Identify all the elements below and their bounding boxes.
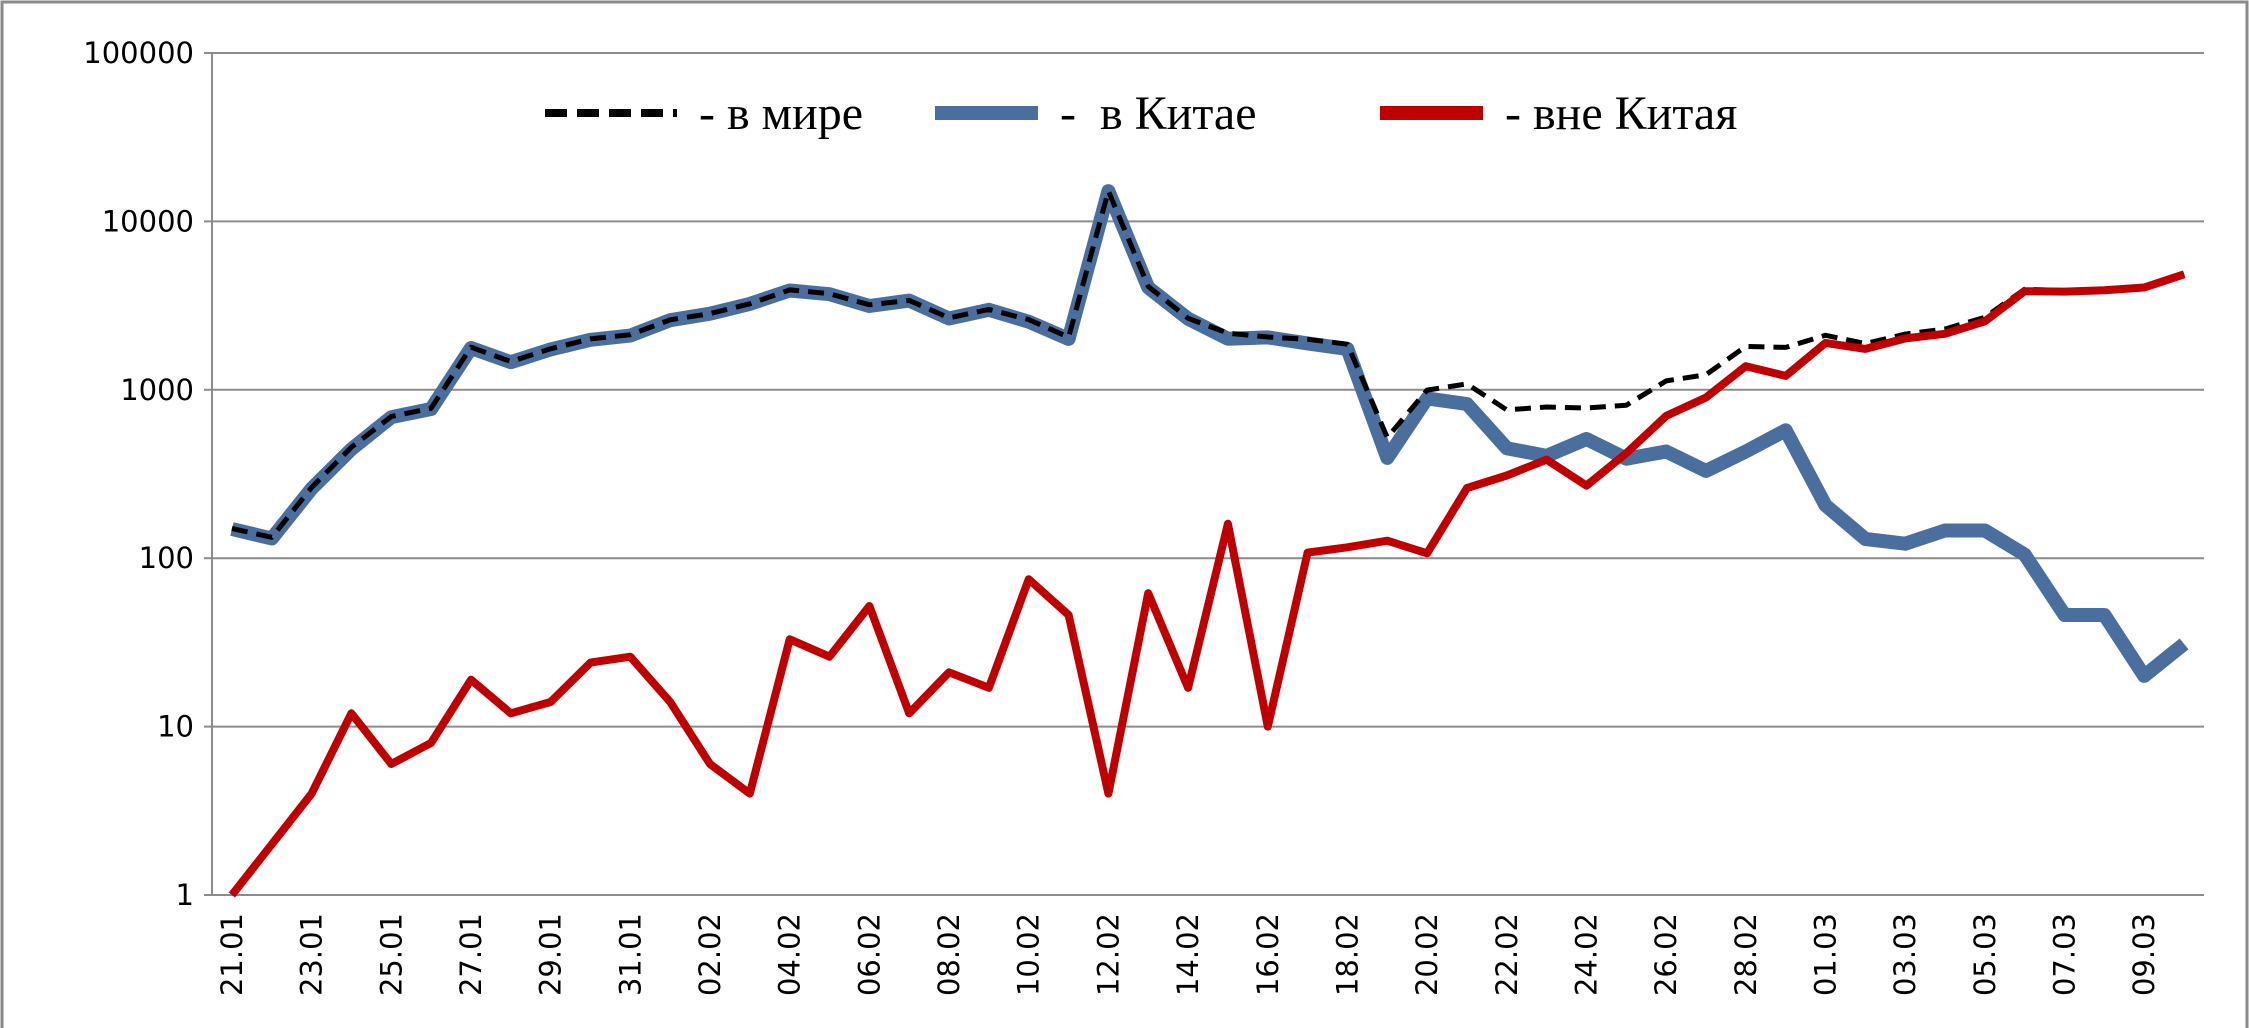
x-tick-label: 10.02 [1012, 913, 1046, 996]
y-tick-label: 100 [139, 541, 194, 575]
x-tick-label: 05.03 [1968, 913, 2002, 996]
series-line [228, 270, 2186, 898]
series-line [230, 184, 2189, 683]
legend-label: - в Китае [1060, 87, 1257, 140]
x-tick-label: 26.02 [1649, 913, 1683, 996]
series-line [231, 188, 2185, 540]
legend-label: - в мире [699, 87, 863, 140]
x-tick-label: 22.02 [1490, 913, 1524, 996]
x-tick-label: 09.03 [2127, 913, 2161, 996]
x-tick-label: 23.01 [295, 913, 329, 996]
x-tick-label: 03.03 [1888, 913, 1922, 996]
x-tick-label: 04.02 [773, 913, 807, 996]
x-tick-label: 25.01 [374, 913, 408, 996]
x-tick-label: 06.02 [852, 913, 886, 996]
x-tick-label: 01.03 [1809, 913, 1843, 996]
y-tick-label: 1000 [120, 373, 194, 407]
x-tick-label: 27.01 [454, 913, 488, 996]
x-tick-label: 16.02 [1251, 913, 1285, 996]
x-tick-label: 18.02 [1330, 913, 1364, 996]
x-tick-label: 14.02 [1171, 913, 1205, 996]
x-tick-label: 28.02 [1729, 913, 1763, 996]
x-tick-label: 07.03 [2048, 913, 2082, 996]
y-tick-label: 100000 [83, 36, 194, 70]
y-tick-label: 10000 [102, 204, 194, 238]
x-tick-label: 20.02 [1410, 913, 1444, 996]
y-tick-label: 1 [176, 878, 194, 912]
x-tick-label: 08.02 [932, 913, 966, 996]
y-tick-label: 10 [157, 710, 194, 744]
legend-label: - вне Китая [1505, 87, 1737, 140]
x-tick-label: 24.02 [1569, 913, 1603, 996]
x-tick-label: 31.01 [613, 913, 647, 996]
x-tick-label: 21.01 [215, 913, 249, 996]
x-tick-label: 02.02 [693, 913, 727, 996]
x-tick-label: 12.02 [1091, 913, 1125, 996]
x-tick-label: 29.01 [534, 913, 568, 996]
